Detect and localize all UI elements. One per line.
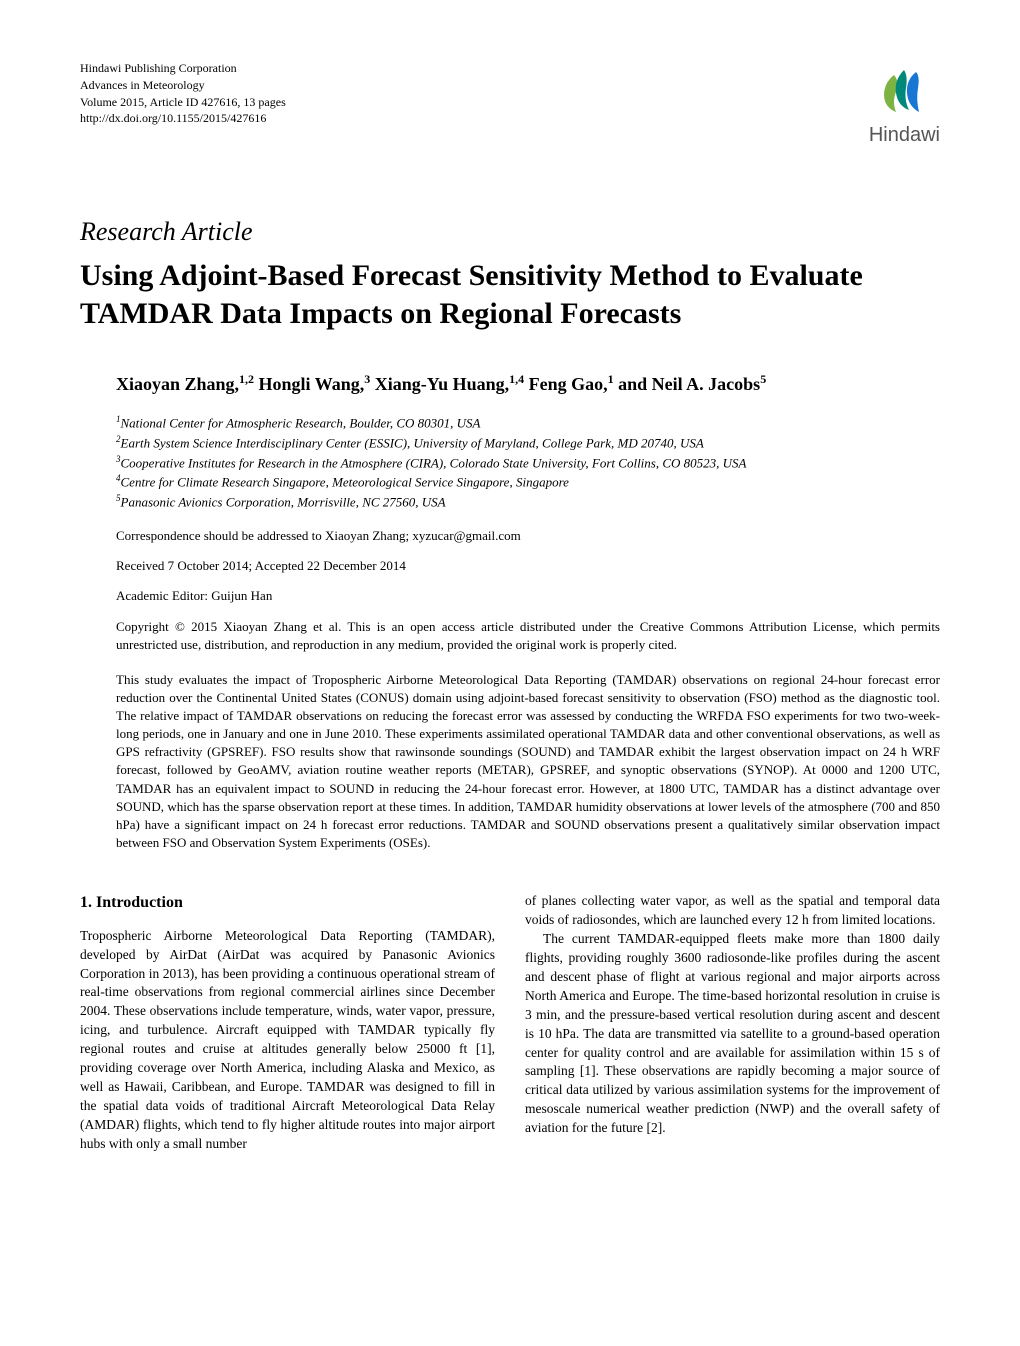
article-dates: Received 7 October 2014; Accepted 22 Dec… (116, 558, 940, 574)
academic-editor: Academic Editor: Guijun Han (116, 588, 940, 604)
publication-info: Hindawi Publishing Corporation Advances … (80, 60, 286, 127)
hindawi-logo-text: Hindawi (869, 124, 940, 147)
correspondence: Correspondence should be addressed to Xi… (116, 528, 940, 544)
affiliation-3: 3Cooperative Institutes for Research in … (116, 453, 940, 473)
intro-para-1-cont: of planes collecting water vapor, as wel… (525, 892, 940, 930)
section-1-heading: 1. Introduction (80, 892, 495, 914)
author-2: Hongli Wang,3 (259, 374, 371, 394)
author-3: Xiang-Yu Huang,1,4 (375, 374, 524, 394)
hindawi-logo-icon (874, 60, 934, 120)
author-list: Xiaoyan Zhang,1,2 Hongli Wang,3 Xiang-Yu… (116, 372, 940, 395)
author-1: Xiaoyan Zhang,1,2 (116, 374, 254, 394)
publisher-logo: Hindawi (869, 60, 940, 147)
article-type: Research Article (80, 217, 940, 247)
header-row: Hindawi Publishing Corporation Advances … (80, 60, 940, 147)
affiliation-1: 1National Center for Atmospheric Researc… (116, 413, 940, 433)
journal-name: Advances in Meteorology (80, 77, 286, 94)
volume-info: Volume 2015, Article ID 427616, 13 pages (80, 94, 286, 111)
abstract: This study evaluates the impact of Tropo… (116, 671, 940, 853)
intro-para-2: The current TAMDAR-equipped fleets make … (525, 930, 940, 1138)
intro-para-1: Tropospheric Airborne Meteorological Dat… (80, 927, 495, 1154)
left-column: 1. Introduction Tropospheric Airborne Me… (80, 892, 495, 1153)
author-4: Feng Gao,1 (529, 374, 614, 394)
right-column: of planes collecting water vapor, as wel… (525, 892, 940, 1153)
affiliation-4: 4Centre for Climate Research Singapore, … (116, 472, 940, 492)
body-columns: 1. Introduction Tropospheric Airborne Me… (80, 892, 940, 1153)
copyright-notice: Copyright © 2015 Xiaoyan Zhang et al. Th… (116, 618, 940, 654)
author-5: and Neil A. Jacobs5 (618, 374, 766, 394)
affiliation-2: 2Earth System Science Interdisciplinary … (116, 433, 940, 453)
affiliation-5: 5Panasonic Avionics Corporation, Morrisv… (116, 492, 940, 512)
affiliations-list: 1National Center for Atmospheric Researc… (116, 413, 940, 512)
doi-link: http://dx.doi.org/10.1155/2015/427616 (80, 110, 286, 127)
publisher-name: Hindawi Publishing Corporation (80, 60, 286, 77)
article-title: Using Adjoint-Based Forecast Sensitivity… (80, 257, 940, 332)
